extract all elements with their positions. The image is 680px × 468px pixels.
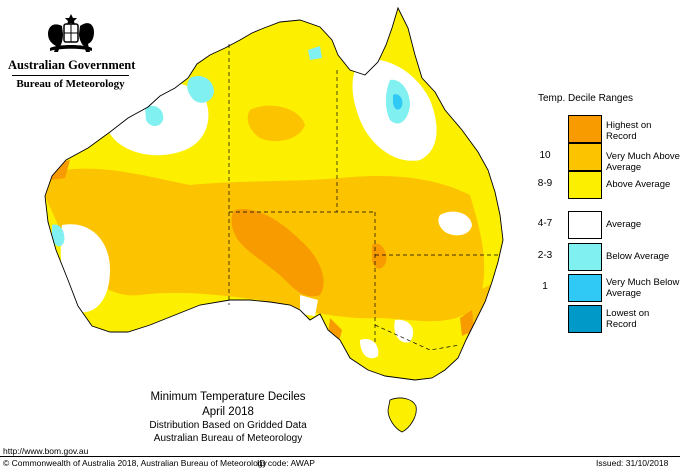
legend-title: Temp. Decile Ranges [538, 93, 634, 104]
map-period: April 2018 [202, 406, 254, 418]
legend-item-very-much-above-average: 10 Very Much Above Average [530, 143, 680, 173]
header-divider [12, 75, 129, 76]
legend-code: 1 [542, 281, 548, 292]
map-title-block: Minimum Temperature Deciles April 2018 D… [128, 390, 328, 445]
tasmania [387, 397, 417, 433]
map-subtitle-2: Australian Bureau of Meteorology [153, 432, 303, 444]
legend-swatch [568, 143, 602, 171]
coat-of-arms-icon [47, 14, 94, 52]
bureau-name: Bureau of Meteorology [16, 78, 125, 90]
legend-label: Lowest on Record [606, 308, 650, 330]
legend-label: Highest on Record [606, 120, 652, 142]
state-borders [228, 44, 500, 351]
map-title: Minimum Temperature Deciles [150, 391, 306, 403]
map-subtitle-1: Distribution Based on Gridded Data [149, 420, 307, 431]
government-logo: Australian Government Bureau of Meteorol… [8, 8, 136, 90]
legend-swatch [568, 115, 602, 143]
legend-item-very-much-below-average: 1 Very Much Below Average [530, 274, 680, 302]
id-code: ID code: AWAP [257, 458, 315, 468]
footer: © Commonwealth of Australia 2018, Austra… [0, 456, 680, 468]
legend-label: Very Much Above Average [606, 151, 680, 173]
legend-code: 8-9 [537, 178, 553, 189]
legend-swatch [568, 274, 602, 302]
website-link[interactable]: http://www.bom.gov.au [3, 446, 89, 456]
legend-label: Below Average [606, 251, 670, 262]
legend-item-average: 4-7 Average [530, 211, 680, 239]
legend-swatch [568, 243, 602, 271]
issued-date: Issued: 31/10/2018 [596, 458, 669, 468]
copyright-text: © Commonwealth of Australia 2018, Austra… [3, 458, 267, 468]
legend-swatch [568, 211, 602, 239]
legend-item-highest-on-record: Highest on Record [530, 115, 680, 143]
legend-code: 2-3 [537, 250, 553, 261]
legend-label: Above Average [606, 179, 671, 190]
legend-item-below-average: 2-3 Below Average [530, 243, 680, 271]
legend-label: Average [606, 219, 642, 230]
legend-swatch [568, 305, 602, 333]
legend-item-above-average: 8-9 Above Average [530, 171, 680, 199]
government-name: Australian Government [8, 58, 136, 72]
legend-swatch [568, 171, 602, 199]
legend-label: Very Much Below Average [606, 277, 680, 299]
legend-code: 4-7 [537, 218, 553, 229]
legend-code: 10 [539, 150, 551, 161]
legend-item-lowest-on-record: Lowest on Record [530, 305, 680, 333]
